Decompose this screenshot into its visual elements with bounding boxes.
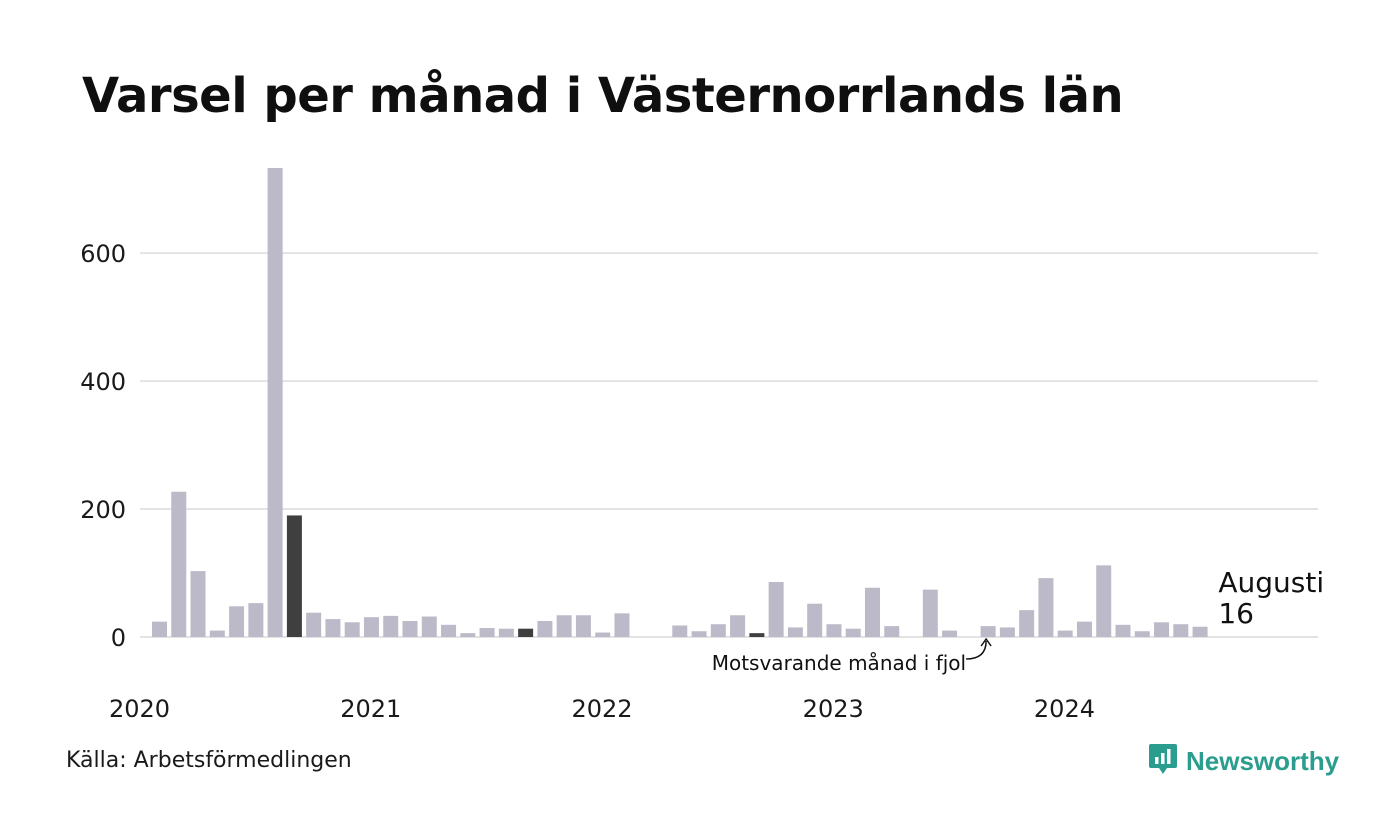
bar-2020-08 bbox=[286, 515, 302, 637]
bar-2022-08 bbox=[749, 633, 765, 637]
bar-2021-05 bbox=[460, 633, 476, 637]
bar-2021-12 bbox=[595, 632, 611, 637]
bar-2023-03 bbox=[884, 626, 900, 637]
bar-2021-08 bbox=[518, 628, 534, 637]
bar-2022-07 bbox=[730, 615, 746, 637]
current-month-label: Augusti bbox=[1218, 566, 1324, 599]
bar-2022-11 bbox=[807, 603, 823, 637]
bar-2021-07 bbox=[498, 628, 514, 637]
bar-2020-04 bbox=[209, 630, 225, 637]
bar-2020-05 bbox=[229, 606, 245, 637]
y-tick-label: 600 bbox=[80, 240, 126, 268]
bar-2023-05 bbox=[922, 589, 938, 637]
x-tick-label: 2020 bbox=[109, 695, 170, 723]
bar-2022-06 bbox=[710, 624, 726, 637]
bar-2021-01 bbox=[383, 615, 399, 637]
bar-2023-08 bbox=[980, 626, 996, 637]
bar-2020-07 bbox=[267, 168, 283, 637]
previous-year-arrow bbox=[966, 640, 987, 660]
bar-2021-06 bbox=[479, 628, 495, 637]
bar-2022-10 bbox=[787, 627, 803, 637]
grid-lines bbox=[140, 252, 1318, 638]
source-label: Källa: Arbetsförmedlingen bbox=[66, 748, 352, 773]
current-value-label: 16 bbox=[1218, 597, 1254, 630]
newsworthy-logo-icon bbox=[1148, 742, 1178, 780]
x-axis-ticks: 2020 2021 2022 2023 2024 bbox=[109, 695, 1095, 723]
bar-2024-03 bbox=[1115, 624, 1131, 637]
bar-2024-04 bbox=[1134, 631, 1150, 637]
bar-2022-12 bbox=[826, 624, 842, 637]
brand-name: Newsworthy bbox=[1186, 745, 1340, 776]
x-tick-label: 2022 bbox=[571, 695, 632, 723]
bar-2020-10 bbox=[325, 619, 341, 637]
x-tick-label: 2021 bbox=[340, 695, 401, 723]
y-tick-label: 400 bbox=[80, 368, 126, 396]
bar-2023-06 bbox=[942, 630, 958, 637]
previous-year-arrowhead bbox=[980, 637, 992, 647]
chart-title: Varsel per månad i Västernorrlands län bbox=[82, 68, 1124, 124]
brand-logo[interactable]: Newsworthy bbox=[1148, 742, 1339, 780]
bars bbox=[152, 168, 1208, 637]
x-tick-label: 2023 bbox=[803, 695, 864, 723]
bar-2021-04 bbox=[441, 624, 457, 637]
bar-2024-01 bbox=[1076, 621, 1092, 637]
bar-2023-01 bbox=[845, 628, 861, 637]
bar-2024-02 bbox=[1096, 565, 1112, 637]
bar-2020-12 bbox=[363, 617, 379, 637]
bar-2021-09 bbox=[537, 621, 553, 637]
bar-2020-09 bbox=[306, 612, 322, 637]
bar-2023-11 bbox=[1038, 578, 1054, 637]
bar-2020-03 bbox=[190, 571, 206, 637]
bar-2020-01 bbox=[152, 621, 167, 637]
bar-2020-02 bbox=[171, 491, 187, 637]
bar-2023-09 bbox=[999, 627, 1015, 637]
y-tick-label: 0 bbox=[111, 624, 126, 652]
bar-2022-09 bbox=[768, 581, 784, 637]
bar-2023-10 bbox=[1019, 610, 1035, 637]
bar-2024-05 bbox=[1154, 622, 1170, 637]
bar-2024-07 bbox=[1192, 626, 1208, 637]
bar-2023-02 bbox=[864, 587, 880, 637]
bar-2021-11 bbox=[575, 615, 591, 637]
bar-2022-01 bbox=[614, 613, 630, 637]
x-tick-label: 2024 bbox=[1034, 695, 1095, 723]
bar-2023-12 bbox=[1057, 630, 1073, 637]
bar-2024-06 bbox=[1173, 624, 1189, 637]
bar-2021-02 bbox=[402, 621, 418, 637]
y-tick-label: 200 bbox=[80, 496, 126, 524]
previous-year-label: Motsvarande månad i fjol bbox=[712, 651, 966, 675]
bar-2022-05 bbox=[691, 631, 707, 637]
bar-2021-03 bbox=[421, 616, 437, 637]
bar-2020-11 bbox=[344, 622, 360, 637]
bar-2021-10 bbox=[556, 615, 572, 637]
bar-2022-04 bbox=[672, 625, 688, 637]
y-axis-ticks: 0 200 400 600 bbox=[80, 240, 126, 652]
bar-2020-06 bbox=[248, 603, 264, 637]
